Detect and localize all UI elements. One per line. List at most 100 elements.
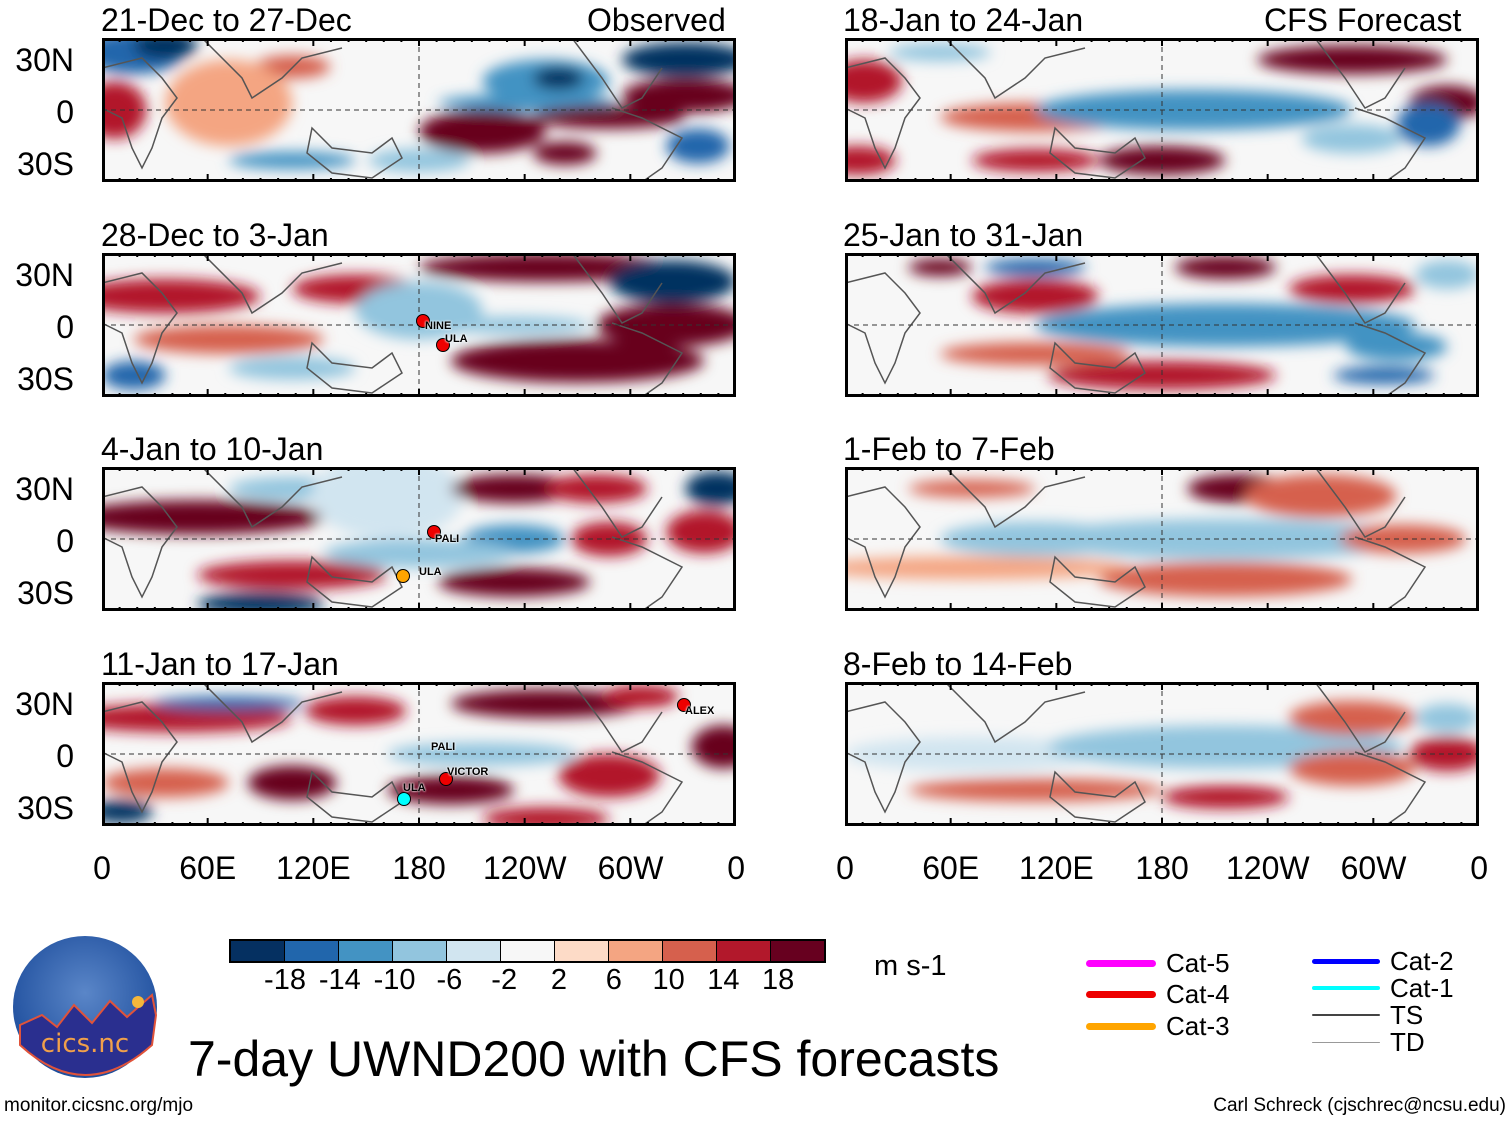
storm-label: NINE [425, 320, 452, 332]
legend-label: Cat-5 [1166, 947, 1230, 978]
legend-item-cat1: Cat-1 [1312, 972, 1454, 1003]
coastlines [102, 253, 684, 397]
legend-label: Cat-1 [1390, 972, 1454, 1003]
anomaly-contour [419, 253, 673, 282]
anomaly-contour [1288, 274, 1416, 304]
storm-label: VICTOR [447, 766, 489, 778]
anomaly-contour [438, 94, 616, 112]
colorbar-swatch [771, 941, 824, 961]
panel-title: 21-Dec to 27-Dec [101, 2, 352, 38]
legend-label: TS [1390, 999, 1424, 1030]
anomaly-contour [165, 59, 293, 146]
lat-label: 0 [56, 309, 74, 345]
anomaly-contour [450, 474, 578, 503]
anomaly-contour [311, 467, 464, 539]
lon-label: 180 [1135, 850, 1189, 886]
legend-swatch [1086, 959, 1156, 967]
storm-symbol [427, 525, 441, 539]
anomaly-contour [1333, 366, 1435, 385]
anomaly-contour [609, 260, 736, 304]
anomaly-contour [304, 696, 407, 726]
anomaly-contour [1162, 785, 1289, 809]
storm-symbol [677, 698, 691, 712]
panel-title: 1-Feb to 7-Feb [843, 431, 1055, 467]
colorbar-label: -2 [491, 964, 518, 996]
anomaly-contour [971, 148, 1099, 172]
anomaly-contour [1415, 260, 1479, 289]
anomaly-contour [438, 316, 591, 334]
lat-label: 30S [17, 575, 74, 611]
anomaly-contour [323, 539, 515, 568]
coastlines [102, 467, 684, 611]
anomaly-contour [133, 325, 324, 354]
colorbar-swatch [501, 941, 555, 961]
legend-swatch [1312, 1014, 1380, 1016]
lon-label: 60W [1340, 850, 1407, 886]
anomaly-contour [419, 110, 546, 154]
anomaly-contour [1035, 89, 1353, 131]
legend-item-cat3: Cat-3 [1086, 1010, 1230, 1041]
panel-title: 8-Feb to 14-Feb [843, 646, 1073, 682]
anomaly-contour [845, 556, 1131, 580]
anomaly-contour [971, 278, 1099, 314]
anomaly-contour [533, 141, 597, 165]
storm-label: ULA [419, 566, 442, 578]
anomaly-contour [940, 342, 1131, 366]
anomaly-contour [984, 258, 1086, 277]
storm-symbol [396, 569, 410, 583]
colorbar-swatch [393, 941, 447, 961]
legend-label: Cat-3 [1166, 1010, 1230, 1041]
cics-logo: cics.nc [13, 936, 158, 1078]
anomaly-contour [1257, 45, 1448, 74]
anomaly-contour [197, 560, 388, 590]
map-panel [845, 682, 1479, 826]
anomaly-contour [691, 725, 736, 769]
lat-label: 0 [56, 738, 74, 774]
storm-symbol [416, 314, 430, 328]
anomaly-contour [152, 696, 305, 711]
map-panel [102, 682, 736, 826]
lon-label: 120E [1019, 850, 1094, 886]
source-url[interactable]: monitor.cicsnc.org/mjo [4, 1095, 194, 1116]
anomaly-contour [102, 800, 153, 824]
anomaly-contour [133, 38, 198, 60]
storm-symbol [436, 338, 450, 352]
anomaly-contour [1244, 474, 1397, 518]
anomaly-contour [545, 474, 648, 503]
storm-label: ULA [403, 782, 426, 794]
legend-label: TD [1390, 1026, 1425, 1057]
lon-label: 60E [179, 850, 237, 886]
anomaly-contour [228, 356, 356, 380]
anomaly-contour [1288, 700, 1416, 736]
colorbar-swatch [447, 941, 501, 961]
lat-label: 30N [15, 42, 74, 78]
colorbar-label: 18 [762, 964, 795, 996]
anomaly-contour [533, 66, 584, 90]
colorbar-label: 6 [605, 964, 622, 996]
anomaly-contour [102, 500, 324, 535]
colorbar-label: -18 [264, 964, 306, 996]
anomaly-contour [1047, 361, 1277, 390]
colorbar-swatch [231, 941, 285, 961]
storm-label: ALEX [685, 705, 715, 717]
storm-label: ULA [445, 333, 468, 345]
panel-title: 18-Jan to 24-Jan [843, 2, 1084, 38]
anomaly-contour [845, 146, 896, 175]
anomaly-contour [558, 754, 660, 798]
lon-label: 60E [922, 850, 980, 886]
panel-title: 28-Dec to 3-Jan [101, 217, 329, 253]
anomaly-contour [1415, 703, 1479, 733]
storm-label: PALI [435, 533, 460, 545]
lat-label: 0 [56, 523, 74, 559]
anomaly-contour [533, 105, 686, 129]
anomaly-contour [889, 43, 991, 62]
colorbar-swatch [717, 941, 771, 961]
anomaly-contour [1396, 102, 1460, 146]
map-panel [102, 38, 736, 182]
coastlines [845, 253, 1427, 397]
panel-title: 11-Jan to 17-Jan [101, 646, 339, 682]
map-panel [102, 467, 736, 611]
colorbar-swatch [555, 941, 609, 961]
anomaly-contour [102, 703, 293, 733]
